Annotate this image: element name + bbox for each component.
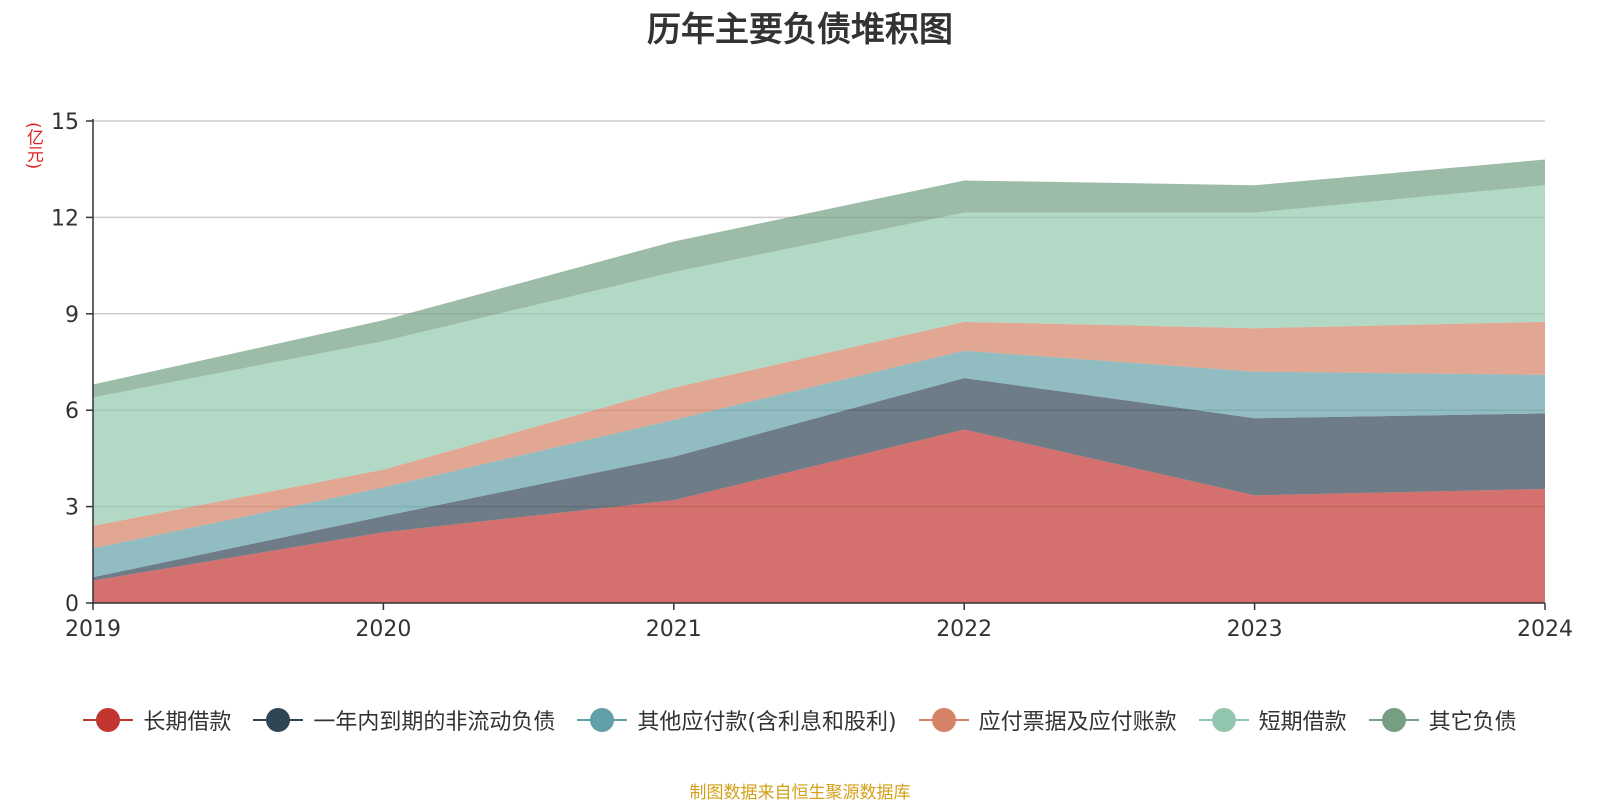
area-series-1 xyxy=(93,378,1545,581)
x-tick-label-5: 2024 xyxy=(1517,617,1573,642)
axes: 0 3 6 9 12 15 2019 2020 2021 2022 2023 2024 xyxy=(51,110,1573,642)
y-tick-label-0: 0 xyxy=(65,592,79,617)
legend-marker-icon xyxy=(1198,708,1249,732)
legend-item-5[interactable]: 其它负债 xyxy=(1368,704,1517,736)
area-series-5 xyxy=(93,159,1545,398)
area-series-3 xyxy=(93,321,1545,549)
legend-label: 其它负债 xyxy=(1428,710,1517,735)
data-source-note: 制图数据来自恒生聚源数据库 xyxy=(689,783,911,803)
x-tick-label-0: 2019 xyxy=(65,617,121,642)
legend: 长期借款 一年内到期的非流动负债 其他应付款(含利息和股利) 应付票据及应付账款 短期借… xyxy=(0,700,1600,740)
legend-item-0[interactable]: 长期借款 xyxy=(83,704,231,736)
chart-title: 历年主要负债堆积图 xyxy=(647,10,953,50)
y-tick-label-3: 9 xyxy=(65,303,79,328)
area-series-layer xyxy=(93,159,1545,603)
legend-item-4[interactable]: 短期借款 xyxy=(1198,704,1347,736)
x-tick-label-4: 2023 xyxy=(1227,617,1283,642)
legend-label: 应付票据及应付账款 xyxy=(978,710,1177,735)
legend-label: 短期借款 xyxy=(1258,710,1347,735)
legend-item-3[interactable]: 应付票据及应付账款 xyxy=(918,704,1177,736)
y-tick-label-5: 15 xyxy=(51,110,79,135)
legend-label: 长期借款 xyxy=(143,710,232,735)
legend-marker-icon xyxy=(83,708,134,732)
y-tick-label-1: 3 xyxy=(65,496,79,521)
y-tick-label-2: 6 xyxy=(65,399,79,424)
legend-marker-icon xyxy=(918,708,969,732)
legend-label: 一年内到期的非流动负债 xyxy=(313,710,556,735)
legend-marker-icon xyxy=(253,708,304,732)
x-tick-label-2: 2021 xyxy=(646,617,702,642)
legend-marker-icon xyxy=(577,708,628,732)
legend-item-2[interactable]: 其他应付款(含利息和股利) xyxy=(577,704,897,736)
legend-item-1[interactable]: 一年内到期的非流动负债 xyxy=(253,704,555,736)
legend-marker-icon xyxy=(1368,708,1419,732)
area-series-4 xyxy=(93,185,1545,526)
stacked-area-chart: 0 3 6 9 12 15 2019 2020 2021 2022 2023 2024 xyxy=(51,110,1573,642)
legend-label: 其他应付款(含利息和股利) xyxy=(637,710,897,735)
area-series-0 xyxy=(93,429,1545,603)
y-tick-label-4: 12 xyxy=(51,206,79,231)
x-tick-label-3: 2022 xyxy=(936,617,992,642)
x-tick-label-1: 2020 xyxy=(355,617,411,642)
y-axis-unit-label: (亿元) xyxy=(23,122,43,170)
area-series-2 xyxy=(93,350,1545,578)
